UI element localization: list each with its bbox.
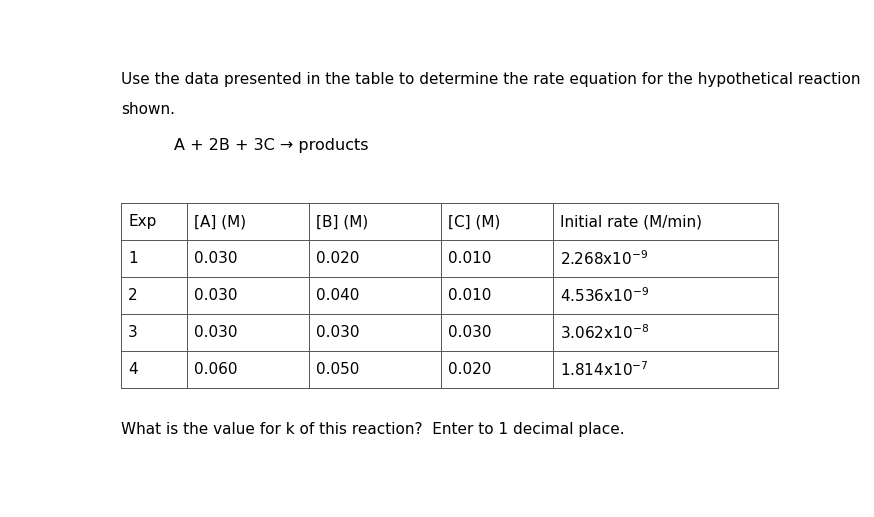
Text: 4: 4 (128, 362, 138, 377)
Text: Use the data presented in the table to determine the rate equation for the hypot: Use the data presented in the table to d… (121, 72, 861, 87)
Text: [A] (M): [A] (M) (194, 215, 246, 230)
Text: Initial rate (M/min): Initial rate (M/min) (559, 215, 702, 230)
Text: 4.536x10$^{-9}$: 4.536x10$^{-9}$ (559, 286, 649, 305)
Text: 0.020: 0.020 (448, 362, 491, 377)
Text: [B] (M): [B] (M) (316, 215, 368, 230)
Text: 3.062x10$^{-8}$: 3.062x10$^{-8}$ (559, 324, 649, 342)
Text: [C] (M): [C] (M) (448, 215, 500, 230)
Text: 0.030: 0.030 (316, 325, 359, 340)
Text: 2: 2 (128, 288, 138, 303)
Text: 2.268x10$^{-9}$: 2.268x10$^{-9}$ (559, 250, 648, 268)
Text: 1.814x10$^{-7}$: 1.814x10$^{-7}$ (559, 361, 649, 379)
Text: 0.030: 0.030 (194, 288, 238, 303)
Text: 3: 3 (128, 325, 138, 340)
Text: 0.050: 0.050 (316, 362, 359, 377)
Text: 0.020: 0.020 (316, 251, 359, 266)
Text: 0.030: 0.030 (194, 251, 238, 266)
Text: shown.: shown. (121, 102, 176, 117)
Text: What is the value for k of this reaction?  Enter to 1 decimal place.: What is the value for k of this reaction… (121, 422, 625, 437)
Text: 0.010: 0.010 (448, 288, 491, 303)
Text: 0.030: 0.030 (194, 325, 238, 340)
Text: 0.030: 0.030 (448, 325, 491, 340)
Text: 0.060: 0.060 (194, 362, 238, 377)
Text: 1: 1 (128, 251, 138, 266)
Text: 0.010: 0.010 (448, 251, 491, 266)
Text: A + 2B + 3C → products: A + 2B + 3C → products (174, 138, 368, 153)
Text: 0.040: 0.040 (316, 288, 359, 303)
Text: Exp: Exp (128, 215, 156, 230)
